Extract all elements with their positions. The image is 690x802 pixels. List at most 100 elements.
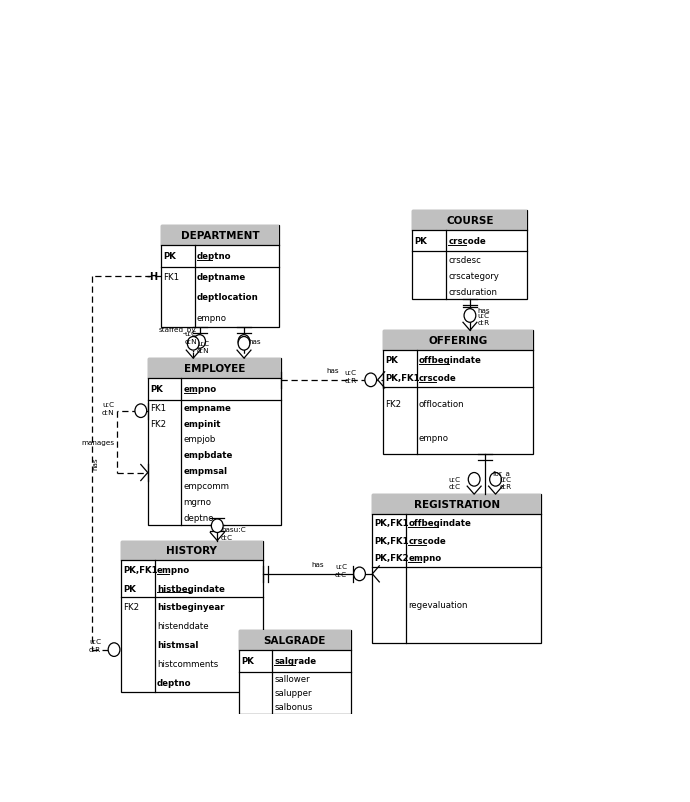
Text: histbeginyear: histbeginyear [157,602,224,612]
Text: u:C: u:C [500,476,512,482]
Circle shape [211,519,223,533]
Text: FK1: FK1 [150,403,166,412]
Bar [239,630,351,650]
Text: OFFERING: OFFERING [428,336,488,346]
Text: d:R: d:R [344,377,357,383]
Text: d:N: d:N [197,347,210,354]
Text: deptname: deptname [197,273,246,282]
Text: u:C: u:C [477,312,489,318]
Text: EMPLOYEE: EMPLOYEE [184,363,245,374]
Text: has: has [326,368,339,374]
Bar [161,226,279,328]
Text: PK,FK2: PK,FK2 [375,553,409,562]
Text: PK,FK1: PK,FK1 [385,374,420,383]
Text: salgrade: salgrade [275,657,317,666]
Text: u:C: u:C [103,401,115,407]
Bar [373,495,541,514]
Text: mgrno: mgrno [184,497,212,506]
Text: has: has [92,457,99,470]
Text: d:R: d:R [477,320,489,326]
Text: has: has [248,338,261,344]
Bar [148,358,282,379]
Text: crscode: crscode [448,237,486,245]
Text: deptno: deptno [184,513,214,522]
Circle shape [464,310,476,323]
Text: histcomments: histcomments [157,659,218,668]
Circle shape [469,473,480,487]
Text: empmsal: empmsal [184,466,228,475]
Text: regevaluation: regevaluation [408,600,468,610]
Text: d:R: d:R [89,646,101,653]
Circle shape [187,337,199,350]
Text: REGISTRATION: REGISTRATION [413,500,500,509]
Text: empjob: empjob [184,435,216,444]
Text: histbegindate: histbegindate [157,584,225,593]
Text: empinit: empinit [184,419,221,428]
Text: FK2: FK2 [150,419,166,428]
Text: u:C: u:C [197,340,209,346]
Text: d:C: d:C [221,535,233,541]
Text: FK2: FK2 [385,400,402,409]
Circle shape [490,473,502,487]
Text: salbonus: salbonus [275,703,313,711]
Circle shape [135,404,147,418]
Text: salupper: salupper [275,688,312,697]
Circle shape [353,567,366,581]
Text: -H: -H [146,272,159,282]
Text: u:C: u:C [335,563,347,569]
Text: empname: empname [184,403,231,412]
Bar [413,210,527,300]
Text: deptlocation: deptlocation [197,293,259,302]
Text: u:C: u:C [185,331,197,337]
Text: hasu:C: hasu:C [221,527,246,533]
Text: crsduration: crsduration [448,287,497,297]
Text: offlocation: offlocation [419,400,464,409]
Text: deptno: deptno [197,252,232,261]
Text: d:N: d:N [102,409,115,415]
Text: crscode: crscode [408,536,446,545]
Text: PK,FK1: PK,FK1 [375,519,409,528]
Text: empno: empno [157,565,190,574]
Bar [148,358,282,525]
Text: u:C: u:C [448,476,461,482]
Text: empno: empno [408,553,442,562]
Text: histenddate: histenddate [157,622,208,630]
Text: d:N: d:N [184,338,197,344]
Text: PK: PK [241,657,254,666]
Bar [161,226,279,245]
Text: crscategory: crscategory [448,271,499,281]
Text: PK,FK1: PK,FK1 [375,536,409,545]
Text: staffed_by: staffed_by [158,326,196,333]
Text: offbegindate: offbegindate [408,519,471,528]
Text: d:C: d:C [335,571,347,577]
Bar [383,331,533,350]
Text: empcomm: empcomm [184,482,230,491]
Text: d:R: d:R [500,484,512,489]
Text: offbegindate: offbegindate [419,355,482,364]
Text: deptno: deptno [157,678,191,687]
Text: empno: empno [419,433,449,442]
Text: COURSE: COURSE [446,216,493,225]
Text: PK: PK [150,385,163,394]
Text: DEPARTMENT: DEPARTMENT [181,231,259,241]
Text: FK2: FK2 [123,602,139,612]
Text: u:C: u:C [344,369,357,375]
Text: FK1: FK1 [164,273,179,282]
Text: crscode: crscode [419,374,457,383]
Text: empno: empno [184,385,217,394]
Text: SALGRADE: SALGRADE [264,635,326,646]
Bar [239,630,351,714]
Text: HISTORY: HISTORY [166,545,217,556]
Text: has: has [311,561,324,568]
Text: PK: PK [123,584,136,593]
Text: PK: PK [385,355,398,364]
Text: PK,FK1: PK,FK1 [123,565,158,574]
Bar [373,495,541,642]
Circle shape [365,374,377,387]
Text: histmsal: histmsal [157,641,198,650]
Bar [121,541,263,692]
Text: empbdate: empbdate [184,451,233,460]
Text: crsdesc: crsdesc [448,255,481,265]
Circle shape [238,337,250,350]
Text: u:C: u:C [89,638,101,645]
